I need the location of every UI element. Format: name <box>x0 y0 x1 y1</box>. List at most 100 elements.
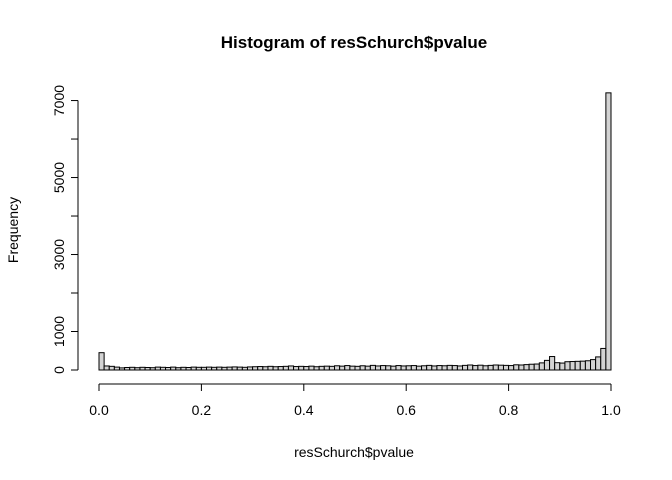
histogram-bar-47 <box>339 365 346 371</box>
histogram-bar-32 <box>262 366 269 371</box>
histogram-bar-90 <box>559 362 566 371</box>
histogram-bar-7 <box>134 367 141 371</box>
histogram-bar-30 <box>252 366 259 371</box>
histogram-bar-9 <box>144 367 151 371</box>
histogram-bar-45 <box>328 365 336 371</box>
histogram-bar-73 <box>472 365 479 371</box>
histogram-bar-39 <box>298 365 305 371</box>
histogram-bar-55 <box>380 365 387 371</box>
chart-title: Histogram of resSchurch$pvalue <box>221 33 487 52</box>
histogram-bar-24 <box>221 366 228 371</box>
histogram-bar-66 <box>436 365 443 371</box>
x-tick-label: 0.8 <box>499 402 519 418</box>
histogram-bar-77 <box>492 364 499 371</box>
histogram-bar-63 <box>421 365 428 371</box>
histogram-bar-88 <box>549 356 556 371</box>
y-tick-label: 3000 <box>51 239 67 270</box>
histogram-bar-35 <box>277 366 284 371</box>
histogram-bar-13 <box>165 367 172 371</box>
histogram-bar-64 <box>426 364 433 371</box>
histogram-bar-27 <box>236 366 243 371</box>
histogram-bar-65 <box>431 365 438 371</box>
histogram-bar-75 <box>482 365 489 371</box>
histogram-bar-91 <box>564 361 571 371</box>
histogram-bar-12 <box>159 366 167 371</box>
histogram-bar-17 <box>185 367 192 371</box>
x-tick-label: 0.6 <box>396 402 416 418</box>
histogram-bar-42 <box>313 366 320 371</box>
histogram-bar-68 <box>446 364 453 371</box>
histogram-bar-56 <box>385 365 392 371</box>
y-tick-label: 5000 <box>51 162 67 193</box>
histogram-bar-1 <box>103 365 110 371</box>
histogram-bar-70 <box>456 365 464 371</box>
histogram-bar-15 <box>175 367 182 371</box>
histogram-bar-14 <box>170 366 177 371</box>
histogram-bar-52 <box>364 365 371 371</box>
y-tick-label: 0 <box>51 366 67 374</box>
histogram-bar-51 <box>359 365 366 371</box>
histogram-bar-28 <box>241 366 248 371</box>
histogram-bar-85 <box>533 363 540 371</box>
histogram-bar-98 <box>600 347 607 371</box>
histogram-bar-96 <box>590 359 597 371</box>
histogram-bar-21 <box>206 366 213 371</box>
histogram-bar-93 <box>574 360 581 371</box>
histogram-bar-48 <box>344 365 351 371</box>
histogram-bar-18 <box>190 366 197 371</box>
histogram-bar-81 <box>513 364 520 371</box>
histogram-bar-95 <box>584 360 592 371</box>
histogram-bar-46 <box>334 365 341 371</box>
histogram-bar-43 <box>318 365 325 371</box>
histogram-bar-69 <box>451 365 458 371</box>
histogram-bar-44 <box>323 365 330 371</box>
histogram-bar-3 <box>113 366 120 371</box>
y-axis: 0 1000 3000 5000 7000 <box>51 85 79 374</box>
histogram-bar-57 <box>390 365 397 371</box>
histogram-bar-80 <box>508 365 515 371</box>
histogram-bar-36 <box>282 365 289 371</box>
histogram-bar-40 <box>303 366 310 371</box>
x-tick-label: 0.0 <box>89 402 109 418</box>
x-tick-label: 0.2 <box>192 402 212 418</box>
histogram-bar-89 <box>554 362 561 371</box>
histogram-bar-5 <box>124 367 131 371</box>
histogram-bar-58 <box>395 365 402 371</box>
histogram-bar-84 <box>528 363 535 371</box>
histogram-bar-99 <box>605 92 612 371</box>
histogram-bar-38 <box>293 366 300 371</box>
histogram-bar-54 <box>374 365 382 371</box>
histogram-bar-92 <box>569 361 576 371</box>
histogram-bar-2 <box>108 365 115 371</box>
histogram-bar-97 <box>595 356 602 371</box>
bars-group <box>98 92 612 371</box>
histogram-bar-78 <box>497 364 504 371</box>
histogram-bar-37 <box>287 365 295 371</box>
x-tick-label: 1.0 <box>601 402 621 418</box>
histogram-bar-11 <box>154 366 161 371</box>
histogram-bar-19 <box>195 366 202 371</box>
histogram-bar-33 <box>267 365 274 371</box>
histogram-bar-82 <box>518 364 525 371</box>
histogram-bar-0 <box>98 352 105 371</box>
histogram-bar-29 <box>246 366 254 371</box>
histogram-bar-67 <box>441 365 448 371</box>
histogram-bar-23 <box>216 366 223 371</box>
histogram-bar-41 <box>308 365 315 371</box>
histogram-bar-22 <box>211 366 218 371</box>
histogram-bar-4 <box>118 367 126 371</box>
y-tick-label: 7000 <box>51 85 67 116</box>
x-axis-label: resSchurch$pvalue <box>294 444 414 460</box>
histogram-bar-94 <box>579 360 586 371</box>
histogram-bar-6 <box>129 366 136 371</box>
histogram-bar-79 <box>502 364 510 371</box>
histogram-bar-25 <box>226 366 233 371</box>
histogram-bar-53 <box>369 364 376 371</box>
histogram-bar-8 <box>139 366 146 371</box>
histogram-bar-72 <box>467 364 474 371</box>
histogram-bar-86 <box>538 362 545 371</box>
y-axis-label: Frequency <box>5 197 21 263</box>
histogram-bar-87 <box>543 359 551 371</box>
